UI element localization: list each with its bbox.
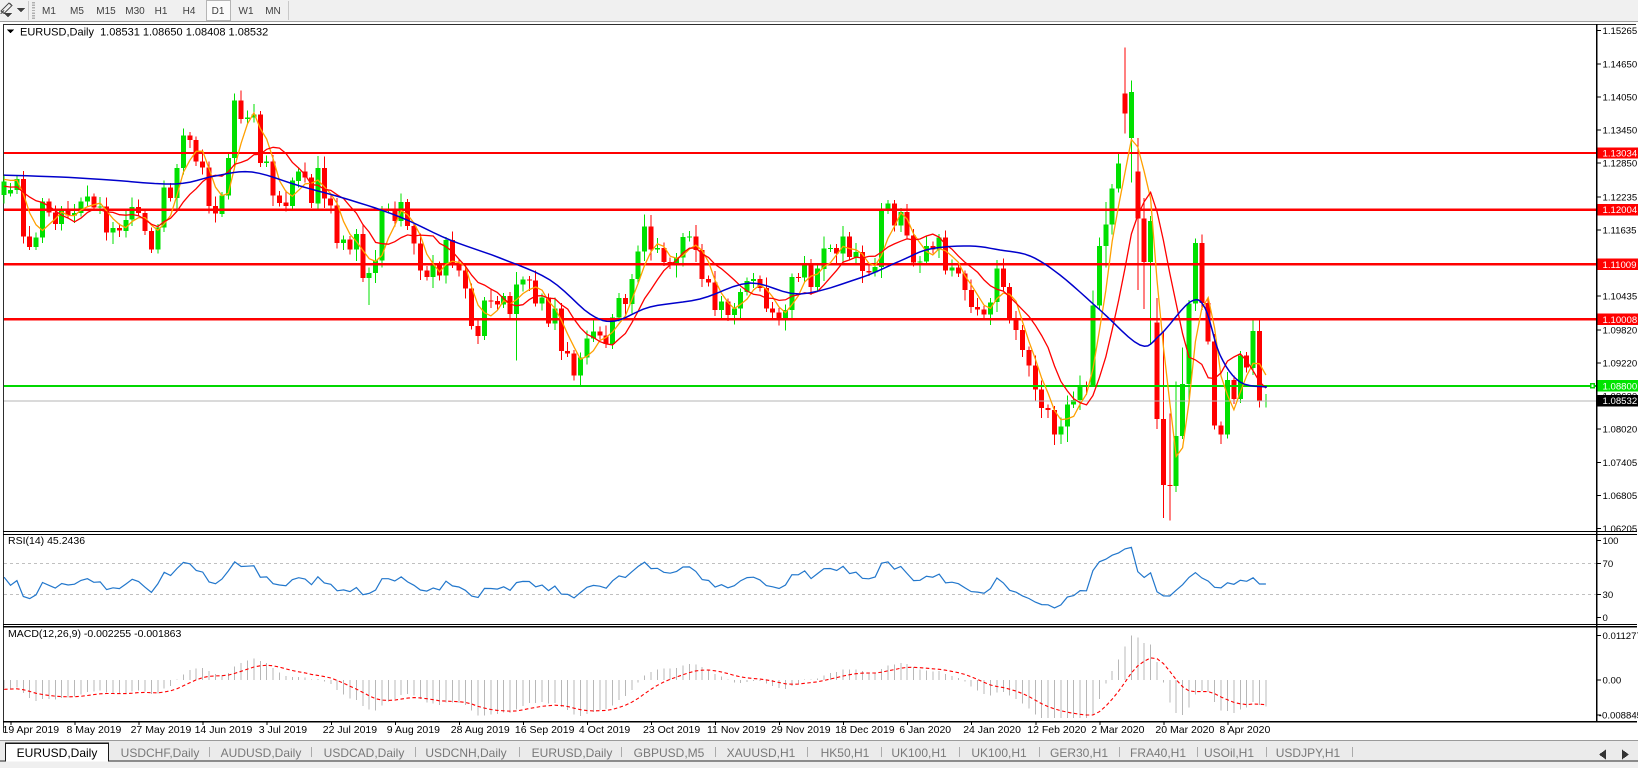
svg-text:HK50,H1: HK50,H1	[821, 746, 870, 760]
svg-text:UK100,H1: UK100,H1	[891, 746, 947, 760]
svg-text:1.09820: 1.09820	[1603, 325, 1638, 336]
svg-text:AUDUSD,Daily: AUDUSD,Daily	[221, 746, 302, 760]
svg-text:FRA40,H1: FRA40,H1	[1130, 746, 1186, 760]
svg-text:M30: M30	[125, 6, 145, 17]
svg-text:0.011277: 0.011277	[1603, 631, 1638, 642]
svg-text:M15: M15	[96, 6, 116, 17]
svg-text:0: 0	[1603, 613, 1608, 624]
svg-text:1.11009: 1.11009	[1603, 260, 1637, 271]
svg-text:1.06205: 1.06205	[1603, 524, 1638, 535]
svg-text:11 Nov 2019: 11 Nov 2019	[707, 724, 766, 736]
svg-text:20 Mar 2020: 20 Mar 2020	[1155, 724, 1214, 736]
svg-text:H1: H1	[155, 6, 168, 17]
svg-text:USOil,H1: USOil,H1	[1204, 746, 1254, 760]
svg-text:1.11635: 1.11635	[1603, 225, 1637, 236]
svg-text:8 Apr 2020: 8 Apr 2020	[1220, 724, 1271, 736]
svg-text:MACD(12,26,9) -0.002255 -0.001: MACD(12,26,9) -0.002255 -0.001863	[8, 628, 182, 640]
svg-text:4 Oct 2019: 4 Oct 2019	[579, 724, 631, 736]
svg-text:100: 100	[1603, 536, 1619, 547]
svg-text:23 Oct 2019: 23 Oct 2019	[643, 724, 700, 736]
svg-text:28 Aug 2019: 28 Aug 2019	[451, 724, 510, 736]
svg-text:1.13034: 1.13034	[1603, 149, 1638, 160]
svg-text:1.08532: 1.08532	[1603, 396, 1638, 407]
svg-text:USDCHF,Daily: USDCHF,Daily	[121, 746, 200, 760]
svg-text:W1: W1	[239, 6, 254, 17]
svg-text:GER30,H1: GER30,H1	[1050, 746, 1108, 760]
svg-text:GBPUSD,M5: GBPUSD,M5	[634, 746, 705, 760]
svg-text:RSI(14) 45.2436: RSI(14) 45.2436	[8, 535, 85, 547]
svg-text:1.08020: 1.08020	[1603, 424, 1638, 435]
svg-text:70: 70	[1603, 559, 1614, 570]
svg-text:EURUSD,Daily 1.08531 1.08650: EURUSD,Daily 1.08531 1.08650 1.08408 1.0…	[20, 27, 268, 39]
svg-text:1.12235: 1.12235	[1603, 192, 1638, 203]
svg-text:19 Apr 2019: 19 Apr 2019	[3, 724, 60, 736]
svg-text:0.00: 0.00	[1603, 676, 1622, 687]
svg-text:EURUSD,Daily: EURUSD,Daily	[17, 746, 98, 760]
svg-text:30: 30	[1603, 590, 1614, 601]
svg-text:USDJPY,H1: USDJPY,H1	[1276, 746, 1341, 760]
svg-text:1.15265: 1.15265	[1603, 26, 1638, 37]
svg-text:29 Nov 2019: 29 Nov 2019	[771, 724, 831, 736]
svg-text:UK100,H1: UK100,H1	[971, 746, 1027, 760]
svg-text:14 Jun 2019: 14 Jun 2019	[195, 724, 253, 736]
svg-text:M1: M1	[42, 6, 56, 17]
svg-text:6 Jan 2020: 6 Jan 2020	[899, 724, 951, 736]
svg-text:2 Mar 2020: 2 Mar 2020	[1091, 724, 1144, 736]
svg-text:D1: D1	[212, 6, 225, 17]
svg-text:1.09220: 1.09220	[1603, 358, 1638, 369]
svg-text:1.12850: 1.12850	[1603, 159, 1638, 170]
svg-text:EURUSD,Daily: EURUSD,Daily	[532, 746, 613, 760]
svg-text:1.07405: 1.07405	[1603, 458, 1638, 469]
svg-text:1.13450: 1.13450	[1603, 126, 1638, 137]
svg-text:8 May 2019: 8 May 2019	[67, 724, 122, 736]
svg-text:1.12004: 1.12004	[1603, 205, 1638, 216]
svg-text:24 Jan 2020: 24 Jan 2020	[963, 724, 1021, 736]
svg-text:12 Feb 2020: 12 Feb 2020	[1027, 724, 1086, 736]
svg-text:1.14050: 1.14050	[1603, 93, 1638, 104]
svg-text:M5: M5	[70, 6, 84, 17]
svg-text:1.14650: 1.14650	[1603, 60, 1638, 71]
svg-text:9 Aug 2019: 9 Aug 2019	[387, 724, 440, 736]
svg-text:USDCNH,Daily: USDCNH,Daily	[425, 746, 506, 760]
svg-text:USDCAD,Daily: USDCAD,Daily	[324, 746, 405, 760]
svg-text:H4: H4	[183, 6, 196, 17]
svg-text:1.08800: 1.08800	[1603, 381, 1638, 392]
svg-text:27 May 2019: 27 May 2019	[131, 724, 192, 736]
svg-text:-0.008845: -0.008845	[1599, 711, 1638, 722]
svg-text:MN: MN	[265, 6, 281, 17]
svg-text:22 Jul 2019: 22 Jul 2019	[323, 724, 377, 736]
svg-text:3 Jul 2019: 3 Jul 2019	[259, 724, 308, 736]
svg-text:XAUUSD,H1: XAUUSD,H1	[727, 746, 796, 760]
svg-text:16 Sep 2019: 16 Sep 2019	[515, 724, 575, 736]
svg-text:1.06805: 1.06805	[1603, 491, 1638, 502]
svg-text:1.10435: 1.10435	[1603, 291, 1638, 302]
svg-text:1.10008: 1.10008	[1603, 315, 1638, 326]
svg-text:18 Dec 2019: 18 Dec 2019	[835, 724, 895, 736]
